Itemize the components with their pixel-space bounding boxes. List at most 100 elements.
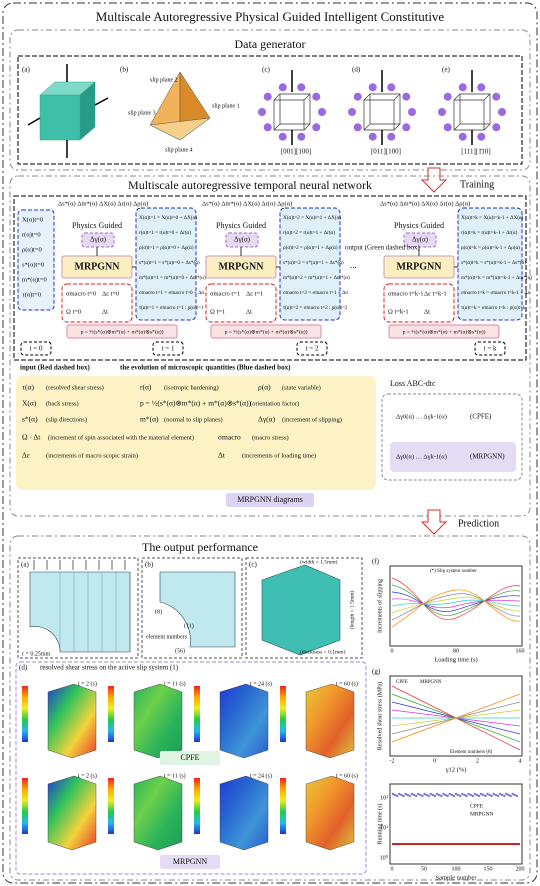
network-frame [9, 175, 531, 517]
legend-panel [16, 376, 376, 490]
label: Ω t=k-1 [388, 308, 409, 315]
panel-d [15, 661, 367, 875]
tick-label: 50 [421, 866, 427, 872]
label: t = 2 (s) [78, 772, 97, 779]
slip-node [387, 132, 396, 141]
label: p = ½(s*(α)⊗m*(α) + m*(α)⊗s*(α)) [81, 328, 164, 335]
label: σmacro t=k = σmacro t=k-1 + Δσ [461, 290, 531, 296]
time-point [475, 793, 479, 797]
panel-label: (c) [249, 561, 257, 569]
generator-inner [17, 55, 523, 165]
label: X(α)t=2 = X(α)t=1 + ΔX(α) [283, 214, 341, 221]
model-label: MRPGNN [397, 261, 443, 272]
label: (CPFE) [470, 413, 492, 421]
label: t = 60 (s) [336, 680, 358, 687]
time-label: t = 2 [306, 345, 319, 353]
mesh-detail [159, 571, 236, 648]
slip-curve [391, 598, 521, 609]
panel-label: (d) [19, 664, 28, 672]
time-point [498, 792, 502, 796]
legend-symbol: s*(α) [22, 415, 38, 424]
panel-label: (a) [22, 66, 30, 74]
slip-curve [391, 596, 521, 614]
load-arrow [27, 117, 41, 126]
stress-curve [391, 693, 521, 743]
label: ... [350, 260, 357, 270]
slip-box [225, 232, 259, 248]
cube-face [39, 94, 81, 141]
label: t = 24 (s) [250, 680, 272, 687]
time-point [404, 792, 407, 796]
macro-input-box [383, 283, 455, 323]
label: element numbers [146, 634, 188, 640]
slip-node [353, 123, 362, 132]
time-point [419, 793, 422, 797]
state-column [457, 207, 523, 321]
label: Element numbers (8) [450, 750, 493, 755]
label: ρ(α)t=2 = ρ(α)t=1 + Δρ(α) [283, 244, 338, 251]
time-point [452, 794, 456, 798]
slip-box [403, 232, 437, 248]
legend-text: (increment of slipping) [282, 416, 342, 423]
label: Δγ0(α) … Δγk-1(α) [396, 453, 447, 460]
time-box [152, 341, 184, 356]
label: σmacro t=1 = σmacro t=0 + Δσ [139, 290, 204, 296]
crystal-cube [273, 93, 311, 131]
tick-label: 2 [476, 758, 479, 764]
tick-label: 10² [380, 795, 388, 801]
axis-label: Loading time (s) [434, 656, 477, 663]
label: σmacro t=k-1 [388, 290, 424, 297]
row-label-box [160, 855, 220, 869]
chart-frame [389, 675, 523, 757]
color-bar [108, 686, 114, 742]
physics-label: Physics Guided [216, 221, 266, 230]
field-slab [305, 683, 355, 759]
tick-label: 10¹ [380, 825, 388, 831]
label: m*(α)t=2 = m*(α)t=1 + Δm*(α) [283, 274, 350, 281]
field-slab [219, 683, 269, 759]
panel-label: (b) [120, 66, 129, 74]
time-point [492, 792, 495, 796]
legend-text: (orientation factor) [250, 400, 299, 407]
color-bar [22, 778, 28, 834]
time-point [393, 793, 397, 797]
time-point [448, 792, 451, 796]
legend-text: (normal to slip planes) [164, 416, 223, 423]
slip-node [278, 132, 287, 141]
label: r = 0.25mm [22, 651, 51, 657]
time-point [456, 793, 460, 797]
section-title: Multiscale autoregressive temporal neura… [128, 178, 372, 192]
time-point [511, 792, 514, 796]
time-point [486, 792, 489, 796]
time-point [507, 793, 510, 797]
legend-text: (increments of loading time) [242, 452, 316, 459]
time-point [427, 794, 430, 798]
time-point [410, 792, 414, 796]
label: Δt [424, 308, 430, 315]
time-point [450, 793, 453, 797]
time-point [412, 793, 416, 797]
crystal-cube [363, 93, 401, 131]
time-point [459, 794, 462, 798]
time-point [435, 792, 439, 796]
label: Δγ(α) [234, 236, 251, 244]
label: m*(α)t=0 [22, 276, 47, 283]
slip-node [458, 83, 467, 92]
legend-symbol: ρ(α) [258, 383, 271, 392]
slip-curve [391, 584, 521, 616]
label: (length = 1.5mm) [348, 590, 355, 629]
slip-node [402, 123, 411, 132]
label: r(α)t=1 = r(α)t=0 + Δr(α) [139, 229, 191, 236]
label: ρ(α)t=0 [22, 246, 42, 253]
prediction-arrow [420, 509, 448, 535]
slip-curve [391, 599, 521, 607]
cube-side [79, 81, 96, 141]
label: p = ½(s*(α)⊗m*(α) + m*(α)⊗s*(α)) [403, 328, 486, 335]
tick-label: -2 [390, 758, 395, 764]
slip-node [498, 108, 506, 116]
increments: Δs*(α) Δm*(α) ΔX(α) Δr(α) Δρ(α) [202, 200, 292, 207]
label: m*(α)t=1 = m*(α)t=0 + Δm*(α) [139, 274, 206, 281]
panel-label: (d) [352, 66, 361, 74]
time-point [482, 793, 485, 797]
